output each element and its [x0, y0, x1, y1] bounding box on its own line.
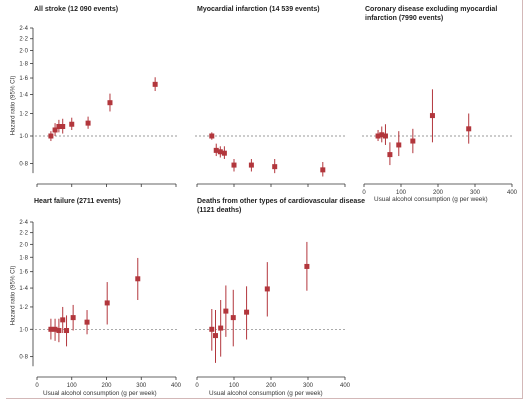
data-point	[272, 164, 278, 170]
data-point	[213, 147, 219, 153]
panel-title-other-cvd-deaths: Deaths from other types of cardiovascula…	[197, 198, 366, 214]
y-tick-label: 1·2	[19, 305, 28, 311]
y-tick-label: 0·8	[19, 355, 28, 361]
data-point	[84, 319, 90, 325]
data-point	[52, 127, 58, 133]
y-tick-label: 2·4	[19, 220, 28, 226]
x-tick-label: 400	[507, 190, 518, 196]
y-tick-label: 1·8	[19, 255, 28, 261]
x-axis-label: Usual alcohol consumption (g per week)	[374, 196, 488, 203]
data-point	[231, 162, 237, 168]
x-tick-label: 0	[35, 383, 39, 389]
data-point	[64, 328, 70, 334]
data-point	[218, 325, 224, 331]
data-point	[60, 317, 66, 323]
data-point	[48, 326, 54, 332]
y-tick-label: 0·8	[19, 162, 28, 168]
figure-frame	[6, 0, 523, 399]
data-point	[209, 133, 215, 139]
panel-title-coronary-disease: Coronary disease excluding myocardial in…	[365, 6, 498, 22]
data-point	[209, 326, 215, 332]
panel-title-all-stroke: All stroke (12 090 events)	[34, 6, 119, 13]
data-point	[410, 138, 416, 144]
data-point	[223, 308, 229, 314]
data-point	[396, 142, 402, 148]
y-tick-label: 2·2	[19, 37, 28, 43]
x-tick-label: 400	[171, 383, 182, 389]
y-tick-label: 1·4	[19, 92, 28, 98]
y-tick-label: 1·2	[19, 112, 28, 118]
y-tick-label: 1·6	[19, 76, 28, 82]
y-tick-label: 2·0	[19, 48, 28, 54]
data-point	[244, 309, 250, 315]
data-point	[221, 150, 227, 156]
data-point	[48, 133, 54, 139]
data-point	[56, 328, 62, 334]
data-point	[107, 100, 113, 106]
data-point	[375, 133, 381, 139]
x-tick-label: 100	[67, 383, 78, 389]
x-tick-label: 200	[433, 190, 444, 196]
y-tick-label: 1·0	[19, 327, 28, 333]
data-point	[69, 121, 75, 127]
x-axis-label: Usual alcohol consumption (g per week)	[43, 390, 157, 397]
x-tick-label: 0	[195, 383, 199, 389]
panel-1	[195, 132, 347, 187]
panel-title-heart-failure: Heart failure (2711 events)	[34, 198, 121, 205]
y-axis-label: Hazard ratio (95% CI)	[9, 265, 17, 326]
x-tick-label: 200	[266, 383, 277, 389]
data-point	[466, 126, 472, 132]
y-tick-label: 2·0	[19, 242, 28, 248]
x-tick-label: 0	[362, 190, 366, 196]
panel-2: 0 100 200 300 400	[362, 89, 518, 196]
data-point	[56, 124, 62, 130]
x-tick-label: 300	[136, 383, 147, 389]
y-tick-label: 1·6	[19, 270, 28, 276]
y-tick-label: 1·8	[19, 61, 28, 67]
data-point	[52, 326, 58, 332]
data-point	[248, 162, 254, 168]
data-point	[217, 149, 223, 155]
panel-4: 0 100 200 300 400	[195, 241, 351, 389]
x-tick-label: 300	[470, 190, 481, 196]
data-point	[429, 113, 435, 119]
y-tick-label: 2·4	[19, 26, 28, 32]
x-tick-label: 400	[340, 383, 351, 389]
x-tick-label: 200	[101, 383, 112, 389]
data-point	[379, 132, 385, 138]
panel-3: 0 100 200 300 400 2·4 2·2 2·0 1·8 1·6 1·4 1·2 1·0 0·8	[19, 220, 181, 389]
panel-0: 2·4 2·2 2·0 1·8 1·6 1·4 1·2 1·0 0·8	[19, 26, 178, 187]
data-point	[60, 124, 66, 130]
x-tick-label: 300	[303, 383, 314, 389]
data-point	[135, 276, 141, 282]
panel-title-myocardial-infarction: Myocardial infarction (14 539 events)	[197, 6, 320, 13]
y-tick-label: 1·4	[19, 286, 28, 292]
y-tick-label: 1·0	[19, 134, 28, 140]
x-tick-label: 100	[229, 383, 240, 389]
data-point	[230, 315, 236, 321]
x-tick-label: 100	[396, 190, 407, 196]
data-point	[304, 263, 310, 269]
data-point	[387, 152, 393, 158]
data-point	[85, 120, 91, 126]
data-point	[104, 300, 110, 306]
data-point	[382, 133, 388, 139]
data-point	[264, 286, 270, 292]
data-point	[213, 333, 218, 339]
y-tick-label: 2·2	[19, 231, 28, 237]
data-point	[152, 81, 158, 87]
data-point	[70, 315, 76, 321]
x-axis-label: Usual alcohol consumption (g per week)	[209, 390, 323, 397]
data-point	[320, 167, 326, 173]
